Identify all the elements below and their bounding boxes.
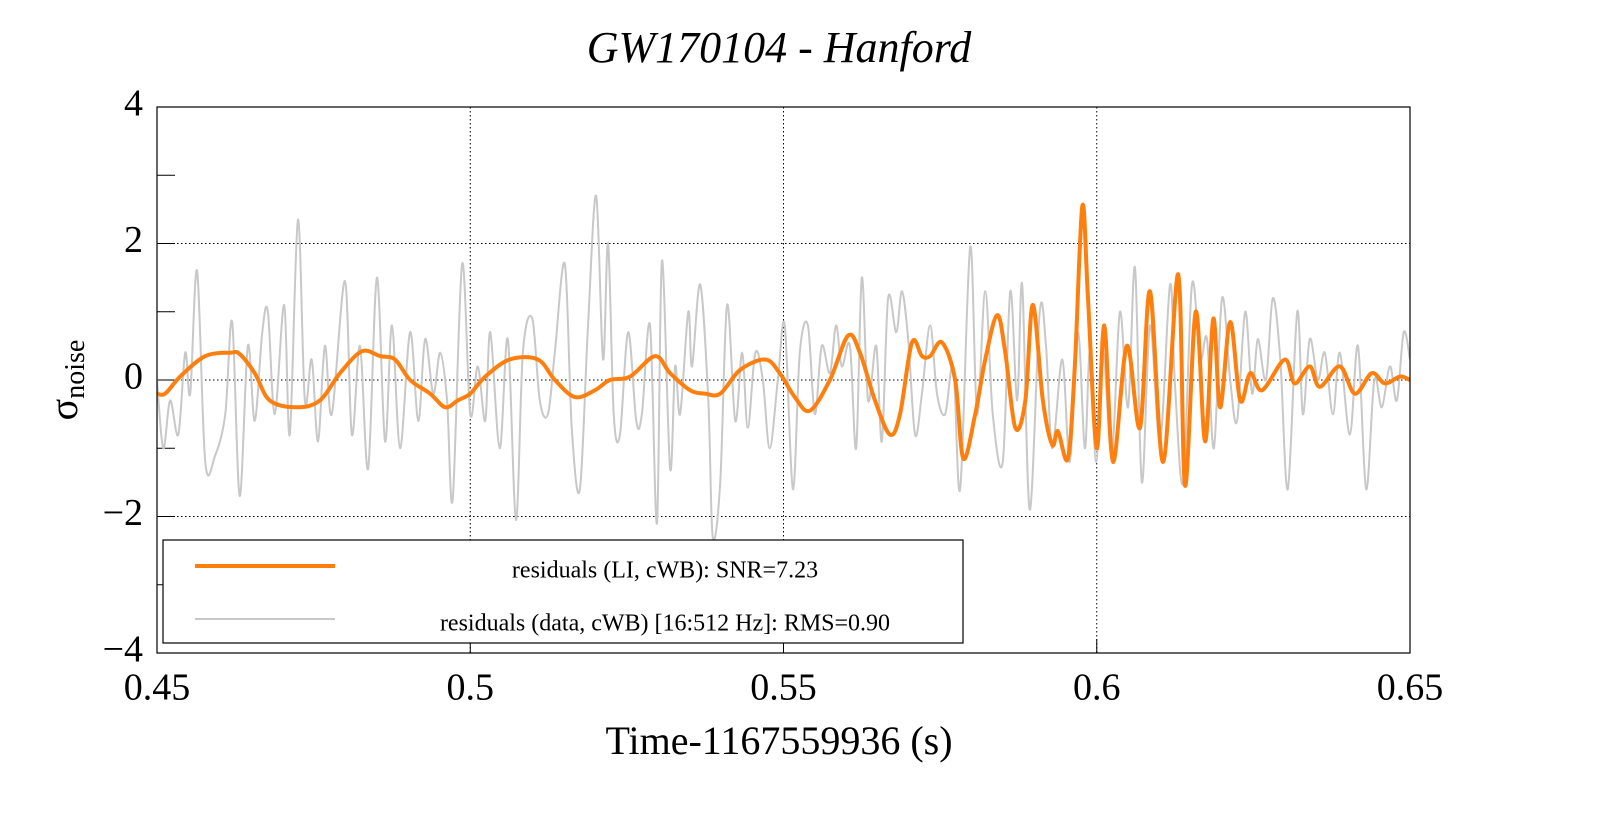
y-axis-symbol: σ <box>41 399 86 421</box>
y-axis-label: σnoise <box>41 340 91 421</box>
x-axis-label: Time-1167559936 (s) <box>605 718 952 763</box>
y-tick-label: −4 <box>103 629 143 671</box>
y-tick-label: −2 <box>103 492 143 534</box>
legend-label: residuals (LI, cWB): SNR=7.23 <box>512 558 818 584</box>
chart-title: GW170104 - Hanford <box>587 23 973 72</box>
plot-frame <box>156 106 1411 654</box>
y-axis-subscript: noise <box>60 340 91 399</box>
y-tick-label: 0 <box>124 356 143 398</box>
x-tick-label: 0.5 <box>447 667 495 709</box>
x-tick-label: 0.6 <box>1073 667 1121 709</box>
x-tick-label: 0.55 <box>750 667 817 709</box>
legend-label: residuals (data, cWB) [16:512 Hz]: RMS=0… <box>440 611 890 637</box>
x-tick-label: 0.45 <box>124 667 191 709</box>
series-line <box>157 202 1410 488</box>
y-tick-label: 4 <box>124 83 143 125</box>
legend-box <box>162 539 964 644</box>
y-tick-label: 2 <box>124 219 143 261</box>
x-tick-label: 0.65 <box>1377 667 1444 709</box>
